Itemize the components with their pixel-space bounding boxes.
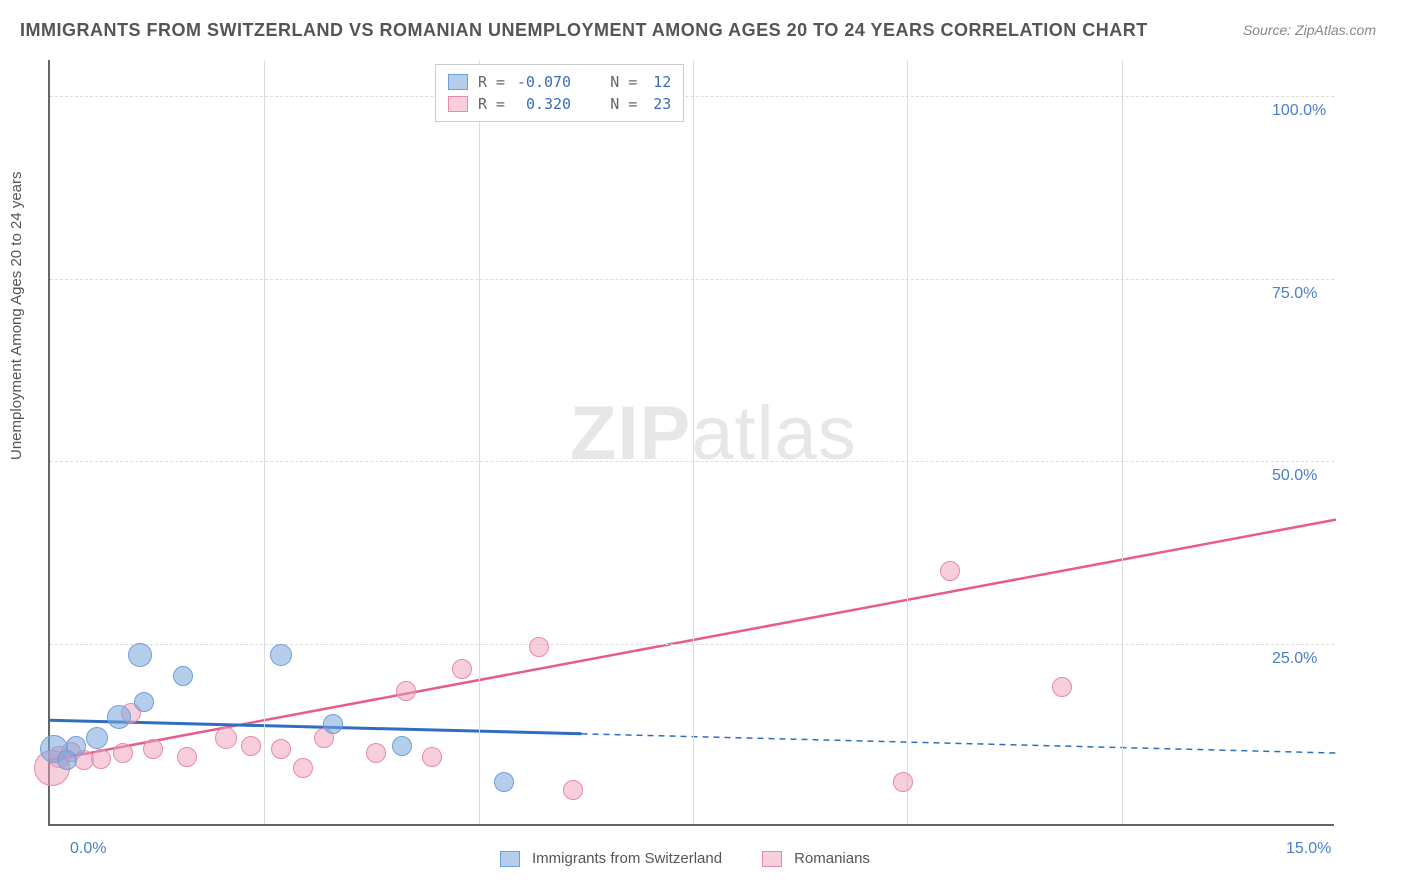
data-point-pink xyxy=(271,739,291,759)
trend-line xyxy=(582,734,1336,753)
y-tick-label: 50.0% xyxy=(1272,467,1317,485)
data-point-blue xyxy=(270,644,292,666)
legend-swatch xyxy=(762,851,782,867)
data-point-blue xyxy=(173,666,193,686)
gridline-horizontal xyxy=(50,279,1334,280)
x-tick-label: 15.0% xyxy=(1286,840,1331,858)
correlation-legend-row: R = -0.070 N = 12 xyxy=(448,71,671,93)
chart-title: IMMIGRANTS FROM SWITZERLAND VS ROMANIAN … xyxy=(20,20,1148,41)
data-point-pink xyxy=(177,747,197,767)
data-point-pink xyxy=(452,659,472,679)
data-point-pink xyxy=(215,727,237,749)
data-point-pink xyxy=(91,749,111,769)
data-point-pink xyxy=(940,561,960,581)
data-point-pink xyxy=(113,743,133,763)
legend-n-prefix: N = xyxy=(610,73,637,91)
data-point-pink xyxy=(396,681,416,701)
data-point-blue xyxy=(134,692,154,712)
gridline-vertical xyxy=(264,60,265,824)
gridline-vertical xyxy=(479,60,480,824)
data-point-blue xyxy=(494,772,514,792)
legend-r-prefix: R = xyxy=(478,73,505,91)
correlation-legend-row: R = 0.320 N = 23 xyxy=(448,93,671,115)
data-point-pink xyxy=(422,747,442,767)
gridline-vertical xyxy=(693,60,694,824)
data-point-blue xyxy=(66,736,86,756)
gridline-horizontal xyxy=(50,461,1334,462)
legend-n-value: 12 xyxy=(643,73,671,91)
data-point-blue xyxy=(128,643,152,667)
data-point-blue xyxy=(392,736,412,756)
y-axis-label: Unemployment Among Ages 20 to 24 years xyxy=(8,171,25,460)
y-tick-label: 75.0% xyxy=(1272,285,1317,303)
legend-swatch xyxy=(500,851,520,867)
data-point-pink xyxy=(529,637,549,657)
gridline-vertical xyxy=(1122,60,1123,824)
legend-r-value: 0.320 xyxy=(511,95,571,113)
legend-r-value: -0.070 xyxy=(511,73,571,91)
series-legend: Immigrants from Switzerland Romanians xyxy=(500,850,870,867)
data-point-pink xyxy=(143,739,163,759)
source-attribution: Source: ZipAtlas.com xyxy=(1243,22,1376,38)
x-tick-label: 0.0% xyxy=(70,840,106,858)
series-legend-item: Romanians xyxy=(762,850,870,867)
data-point-pink xyxy=(241,736,261,756)
legend-r-prefix: R = xyxy=(478,95,505,113)
y-tick-label: 25.0% xyxy=(1272,650,1317,668)
legend-n-value: 23 xyxy=(643,95,671,113)
data-point-pink xyxy=(563,780,583,800)
series-legend-item: Immigrants from Switzerland xyxy=(500,850,722,867)
plot-area: ZIPatlas 25.0%50.0%75.0%100.0%0.0%15.0% xyxy=(48,60,1334,826)
data-point-pink xyxy=(293,758,313,778)
series-legend-label: Immigrants from Switzerland xyxy=(532,850,722,867)
data-point-blue xyxy=(323,714,343,734)
gridline-horizontal xyxy=(50,96,1334,97)
gridline-vertical xyxy=(907,60,908,824)
legend-n-prefix: N = xyxy=(610,95,637,113)
data-point-pink xyxy=(893,772,913,792)
y-tick-label: 100.0% xyxy=(1272,102,1326,120)
series-legend-label: Romanians xyxy=(794,850,870,867)
legend-swatch xyxy=(448,96,468,112)
legend-swatch xyxy=(448,74,468,90)
data-point-blue xyxy=(86,727,108,749)
data-point-blue xyxy=(107,705,131,729)
gridline-horizontal xyxy=(50,644,1334,645)
data-point-pink xyxy=(366,743,386,763)
correlation-legend: R = -0.070 N = 12R = 0.320 N = 23 xyxy=(435,64,684,122)
data-point-pink xyxy=(1052,677,1072,697)
